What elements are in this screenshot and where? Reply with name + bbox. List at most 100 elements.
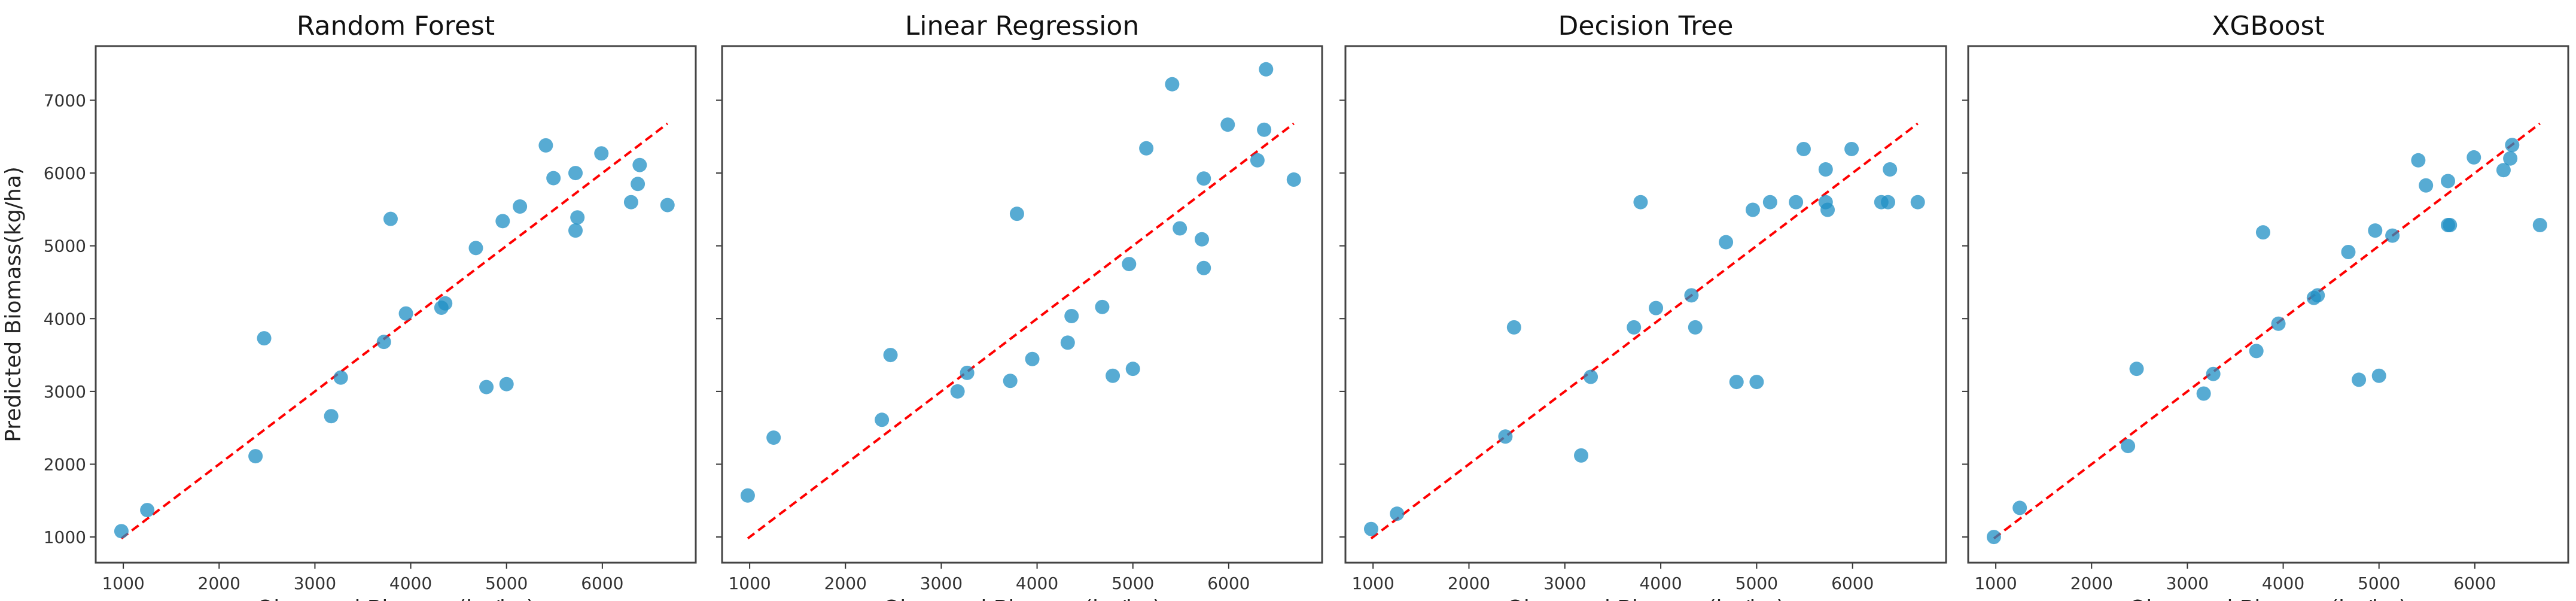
- data-point: [2249, 344, 2264, 359]
- data-point: [1506, 320, 1521, 335]
- one-to-one-line: [747, 122, 1295, 540]
- data-point: [1649, 300, 1664, 315]
- data-point: [1498, 429, 1513, 444]
- x-tick-label: 4000: [1016, 573, 1058, 593]
- x-tick-label: 6000: [2453, 573, 2496, 593]
- x-tick-label: 6000: [1207, 573, 1250, 593]
- data-point: [1633, 195, 1648, 210]
- x-axis-label: Observed Biomass(kg/ha): [883, 596, 1161, 601]
- data-point: [1009, 207, 1024, 221]
- data-point: [1363, 521, 1378, 536]
- data-point: [1684, 288, 1699, 303]
- data-point: [1745, 202, 1760, 217]
- one-to-one-line: [120, 122, 668, 540]
- panel-random-forest: Random Forest 1000 2000 3000 4000 5000 6000 100…: [1, 11, 697, 601]
- data-point: [1196, 260, 1211, 275]
- data-point: [570, 210, 585, 225]
- data-point: [2271, 316, 2286, 331]
- data-point: [114, 524, 129, 539]
- x-tick-label: 3000: [1543, 573, 1586, 593]
- data-point: [1881, 195, 1896, 210]
- x-tick-label: 3000: [294, 573, 336, 593]
- data-point: [1818, 162, 1833, 177]
- x-axis-label: Observed Biomass(kg/ha): [257, 596, 535, 601]
- data-point: [1688, 320, 1703, 335]
- data-point: [1986, 530, 2001, 545]
- y-tick-label: 1000: [44, 527, 86, 547]
- data-point: [568, 223, 583, 238]
- y-tick-label: 2000: [44, 454, 86, 474]
- x-tick-label: 2000: [198, 573, 240, 593]
- y-tick-label: 6000: [44, 163, 86, 183]
- data-point: [1844, 141, 1859, 156]
- data-point: [594, 146, 609, 161]
- data-point: [1106, 368, 1120, 383]
- y-tick-label: 5000: [44, 236, 86, 256]
- data-point: [632, 157, 647, 172]
- y-tick-label: 4000: [44, 309, 86, 329]
- x-tick-label: 2000: [824, 573, 867, 593]
- data-point: [383, 211, 398, 226]
- data-point: [1257, 122, 1272, 137]
- data-point: [2121, 439, 2136, 454]
- data-point: [2196, 386, 2211, 401]
- data-point: [1173, 221, 1187, 236]
- x-axis-label: Observed Biomass(kg/ha): [1507, 596, 1785, 601]
- data-point: [1883, 162, 1898, 177]
- x-tick-label: 5000: [1112, 573, 1154, 593]
- data-point: [495, 214, 510, 229]
- data-point: [2505, 138, 2520, 153]
- data-point: [568, 166, 583, 181]
- x-tick-label: 6000: [581, 573, 623, 593]
- panel-xgboost: XGBoost 1000 2000 3000 4000 5000 6000 Observed …: [1962, 11, 2569, 601]
- data-point: [1820, 202, 1835, 217]
- data-point: [1719, 235, 1734, 250]
- data-point: [766, 430, 781, 445]
- axes-frame: [1967, 45, 2569, 564]
- x-tick-label: 4000: [389, 573, 432, 593]
- data-point: [2129, 362, 2144, 377]
- data-point: [883, 348, 898, 363]
- data-point: [660, 198, 675, 213]
- data-point: [376, 335, 391, 350]
- x-tick-label: 4000: [2262, 573, 2304, 593]
- data-point: [2467, 150, 2481, 165]
- data-point: [2503, 151, 2518, 166]
- data-point: [740, 488, 755, 503]
- data-point: [1910, 195, 1925, 210]
- y-tick-label: 3000: [44, 382, 86, 402]
- data-point: [2385, 228, 2400, 243]
- data-point: [1627, 320, 1642, 335]
- axes-frame: [1344, 45, 1947, 564]
- data-point: [1003, 374, 1018, 388]
- x-tick-label: 6000: [1831, 573, 1874, 593]
- data-point: [546, 171, 561, 186]
- data-point: [1789, 195, 1804, 210]
- data-point: [950, 384, 965, 399]
- data-point: [2441, 174, 2456, 189]
- data-point: [479, 380, 494, 394]
- one-to-one-line: [1993, 122, 2541, 540]
- data-point: [398, 306, 413, 321]
- data-point: [2368, 223, 2383, 238]
- x-tick-label: 1000: [1352, 573, 1394, 593]
- data-point: [1060, 335, 1075, 350]
- panel-title: Linear Regression: [905, 11, 1139, 41]
- y-axis-label: Predicted Biomass(kg/ha): [1, 166, 26, 442]
- data-point: [1139, 141, 1154, 156]
- panel-title: XGBoost: [2212, 11, 2324, 41]
- x-tick-label: 5000: [1735, 573, 1778, 593]
- data-point: [2341, 245, 2356, 260]
- data-point: [468, 241, 483, 256]
- data-point: [1749, 375, 1764, 390]
- data-point: [2206, 366, 2221, 381]
- data-point: [2352, 372, 2367, 387]
- data-point: [2371, 368, 2386, 383]
- data-point: [438, 296, 453, 311]
- x-tick-label: 5000: [485, 573, 528, 593]
- data-point: [875, 412, 890, 427]
- x-tick-label: 4000: [1639, 573, 1682, 593]
- y-tick-label: 7000: [44, 90, 86, 110]
- data-point: [1390, 506, 1405, 521]
